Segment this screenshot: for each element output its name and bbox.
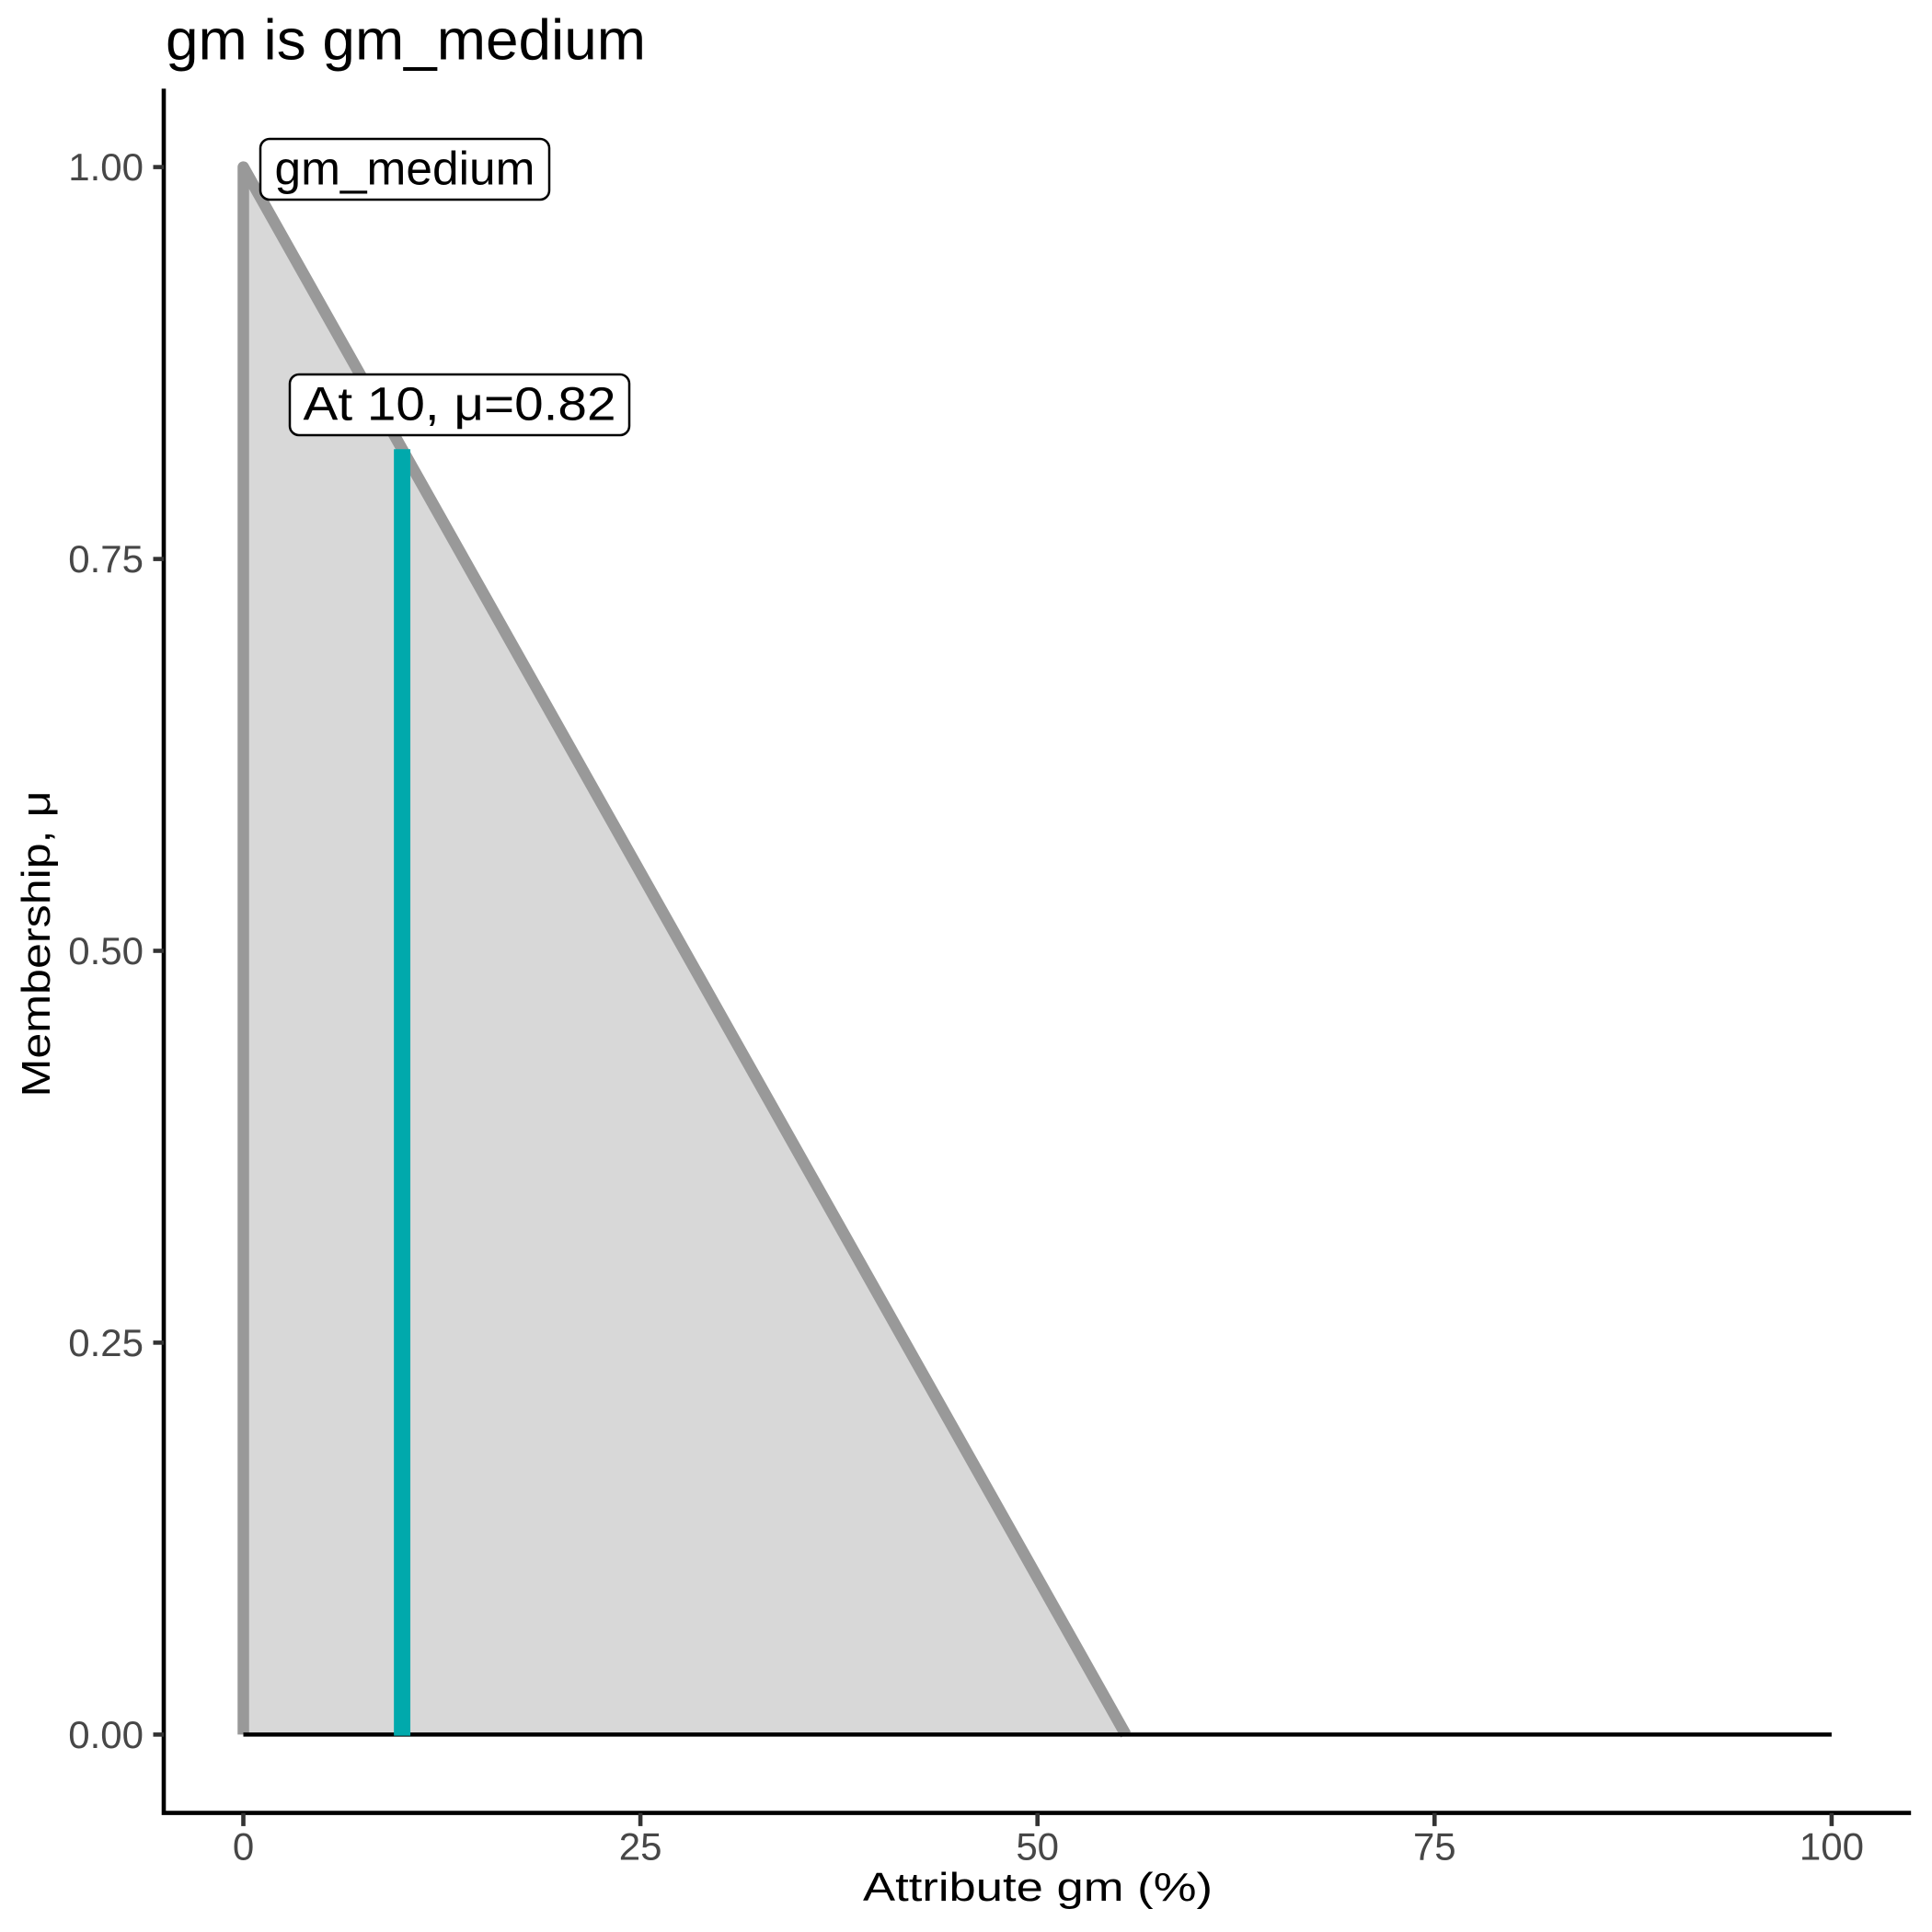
svg-text:75: 75 [1413, 1825, 1456, 1869]
svg-text:Membership, μ: Membership, μ [14, 791, 59, 1098]
svg-text:0: 0 [233, 1825, 254, 1869]
svg-text:Attribute gm (%): Attribute gm (%) [863, 1865, 1213, 1910]
svg-text:100: 100 [1800, 1825, 1864, 1869]
svg-text:25: 25 [619, 1825, 662, 1869]
svg-text:0.25: 0.25 [68, 1321, 144, 1364]
svg-text:0.50: 0.50 [68, 929, 144, 972]
svg-text:1.00: 1.00 [68, 145, 144, 189]
svg-text:At 10, μ=0.82: At 10, μ=0.82 [304, 378, 616, 431]
svg-text:0.75: 0.75 [68, 537, 144, 581]
svg-text:gm_medium: gm_medium [275, 142, 535, 194]
svg-text:0.00: 0.00 [68, 1713, 144, 1756]
svg-text:50: 50 [1016, 1825, 1059, 1869]
svg-text:gm is gm_medium: gm is gm_medium [166, 8, 646, 72]
